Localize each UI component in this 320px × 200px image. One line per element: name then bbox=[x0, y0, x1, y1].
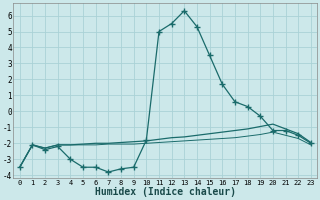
X-axis label: Humidex (Indice chaleur): Humidex (Indice chaleur) bbox=[95, 187, 236, 197]
